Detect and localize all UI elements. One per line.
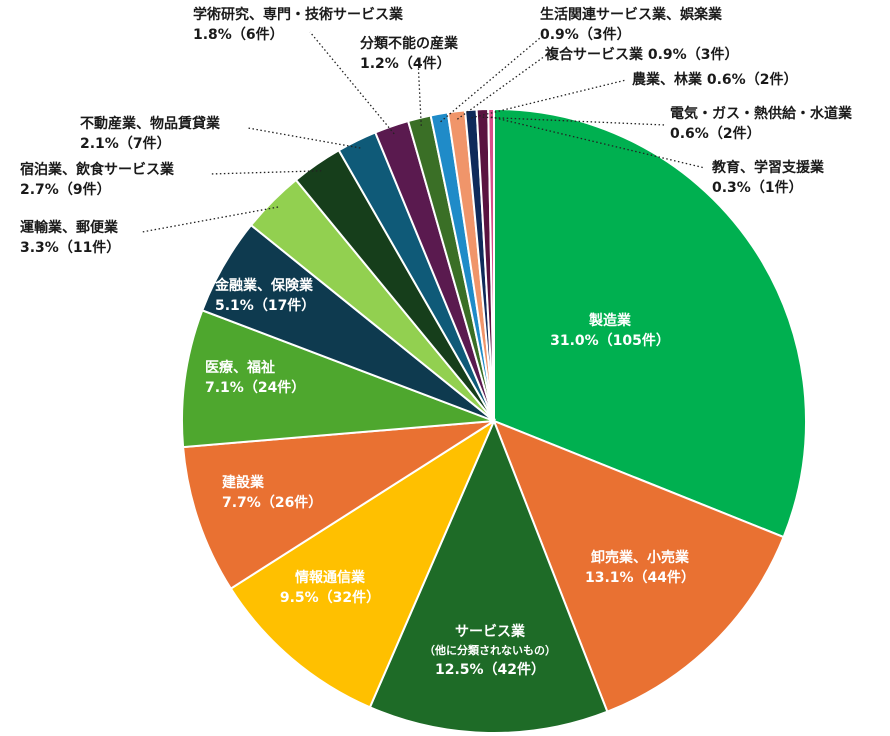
slice-label-line: 12.5%（42件） [435, 661, 545, 678]
slice-label-line: 生活関連サービス業、娯楽業 [540, 6, 723, 23]
slice-label: 卸売業、小売業 13.1%（44件） [585, 549, 695, 586]
slice-label-line: 宿泊業、飲食サービス業 [20, 161, 175, 178]
slice-label-line: 不動産業、物品賃貸業 [80, 115, 221, 132]
leader-lines [141, 31, 706, 233]
slice-label-line: 1.2%（4件） [360, 55, 451, 72]
pie-slice [493, 107, 807, 539]
slice-label-line: （他に分類されないもの） [424, 643, 556, 657]
leader-line [417, 59, 422, 126]
pie-slice [182, 420, 495, 590]
slice-label: 建設業 7.7%（26件） [222, 474, 322, 511]
slice-label-line: サービス業 [455, 623, 526, 640]
pie-slices [181, 107, 807, 734]
leader-line [247, 127, 361, 149]
pie-slice [492, 419, 785, 713]
slice-label: 生活関連サービス業、娯楽業 0.9%（3件） [540, 6, 723, 43]
slice-label-line: 運輸業、郵便業 [20, 219, 119, 236]
slice-label-line: 13.1%（44件） [585, 569, 695, 586]
slice-label-line: 情報通信業 [295, 569, 366, 586]
slice-label-line: 農業、林業 0.6%（2件） [632, 71, 797, 88]
slice-label-line: 教育、学習支援業 [712, 159, 825, 176]
leader-line [440, 37, 541, 123]
slice-label: 学術研究、専門・技術サービス業 1.8%（6件） [193, 6, 404, 43]
slice-label: 教育、学習支援業 0.3%（1件） [712, 159, 825, 196]
slice-label-line: 2.7%（9件） [20, 181, 111, 198]
slice-label-line: 医療、福祉 [205, 359, 275, 376]
slice-label-line: 製造業 [588, 312, 632, 329]
slice-label: 運輸業、郵便業 3.3%（11件） [20, 219, 120, 256]
slice-labels: 製造業 31.0%（105件） 卸売業、小売業 13.1%（44件） サービス業 （他に分… [20, 6, 853, 678]
slice-label: 農業、林業 0.6%（2件） [632, 71, 797, 88]
leader-line [491, 116, 706, 169]
slice-label: 医療、福祉 7.1%（24件） [205, 359, 305, 396]
slice-label-line: 金融業、保険業 [214, 277, 314, 294]
slice-label-line: 31.0%（105件） [550, 332, 670, 349]
slice-label: 宿泊業、飲食サービス業 2.7%（9件） [20, 161, 175, 198]
slice-label-line: 複合サービス業 0.9%（3件） [544, 46, 738, 63]
slice-label-line: 0.3%（1件） [712, 179, 803, 196]
slice-label-line: 9.5%（32件） [280, 589, 380, 606]
slice-label-line: 建設業 [222, 474, 265, 491]
slice-label: 製造業 31.0%（105件） [550, 312, 670, 349]
slice-label: 分類不能の産業 1.2%（4件） [360, 35, 459, 72]
slice-label: 電気・ガス・熱供給・水道業 0.6%（2件） [670, 105, 853, 142]
pie-slice [181, 309, 495, 449]
slice-label: 複合サービス業 0.9%（3件） [544, 46, 738, 63]
slice-label-line: 7.7%（26件） [222, 494, 322, 511]
leader-line [141, 206, 279, 233]
slice-label-line: 5.1%（17件） [215, 297, 315, 314]
slice-label-line: 7.1%（24件） [205, 379, 305, 396]
pie-slice [487, 107, 495, 422]
slice-label-line: 分類不能の産業 [360, 35, 459, 52]
pie-slice [368, 418, 609, 734]
slice-label: 情報通信業 9.5%（32件） [280, 569, 380, 606]
slice-label-line: 3.3%（11件） [20, 239, 120, 256]
slice-label-line: 2.1%（7件） [80, 135, 171, 152]
leader-line [471, 79, 627, 119]
slice-label-line: 1.8%（6件） [193, 26, 284, 43]
slice-label: 不動産業、物品賃貸業 2.1%（7件） [80, 115, 221, 152]
pie-slice [229, 418, 497, 709]
slice-label-line: 学術研究、専門・技術サービス業 [193, 6, 404, 23]
slice-label-line: 0.9%（3件） [540, 26, 631, 43]
slice-label-line: 卸売業、小売業 [591, 549, 690, 566]
slice-label-line: 0.6%（2件） [670, 125, 761, 142]
leader-line [209, 170, 322, 175]
leader-line [482, 116, 666, 126]
slice-label: 金融業、保険業 5.1%（17件） [214, 277, 315, 314]
slice-label: サービス業 （他に分類されないもの） 12.5%（42件） [424, 623, 556, 678]
slice-label-line: 電気・ガス・熱供給・水道業 [670, 105, 853, 122]
